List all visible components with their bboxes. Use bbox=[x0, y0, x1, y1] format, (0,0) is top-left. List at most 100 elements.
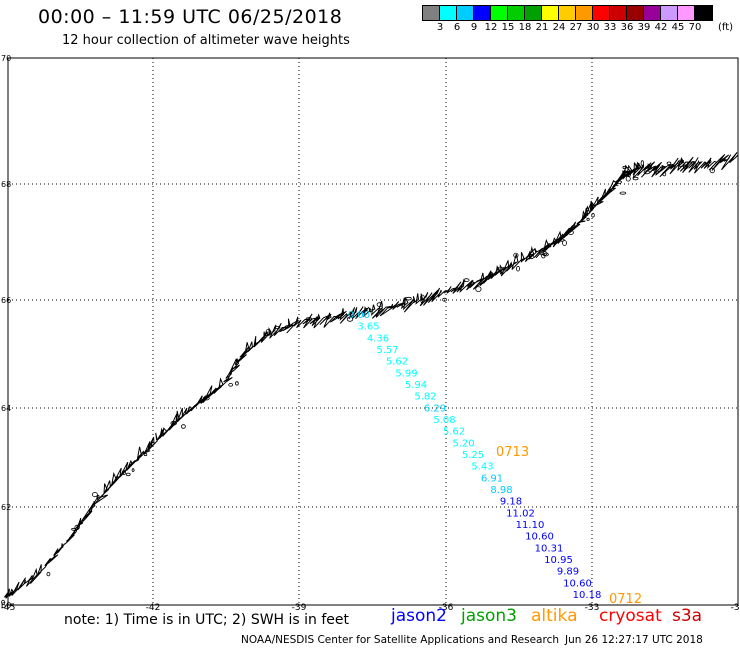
longitude-label: -39 bbox=[292, 603, 307, 613]
color-scale-tick: 18 bbox=[518, 22, 532, 33]
coastal-island bbox=[586, 217, 590, 221]
wave-height-value: 5.20 bbox=[452, 438, 474, 449]
altimeter-track: 0.003.654.365.575.625.995.945.826.295.08… bbox=[348, 310, 642, 607]
wave-height-value: 10.60 bbox=[563, 578, 592, 589]
coastal-island bbox=[235, 381, 239, 386]
map-axis-labels: 70 68 66 64 62 60-45 -42 -39 -36 -33 -30 bbox=[1, 54, 740, 613]
latitude-label: 64 bbox=[1, 404, 11, 413]
coastal-island bbox=[180, 424, 186, 429]
coastal-island bbox=[125, 472, 131, 477]
coastal-island bbox=[96, 494, 100, 499]
wave-height-value: 3.65 bbox=[357, 322, 379, 333]
color-scale-unit: (ft) bbox=[718, 22, 734, 33]
wave-height-value: 10.95 bbox=[544, 555, 573, 566]
wave-height-value: 10.31 bbox=[535, 543, 564, 554]
latitude-label: 66 bbox=[1, 296, 11, 305]
coastal-island bbox=[622, 165, 627, 170]
coastal-island bbox=[690, 160, 696, 165]
coastal-island bbox=[488, 273, 492, 278]
coastal-island bbox=[516, 265, 520, 272]
color-scale-tick: 15 bbox=[501, 22, 515, 33]
coastal-island bbox=[646, 165, 653, 170]
coastal-island bbox=[568, 230, 574, 235]
coastal-island bbox=[627, 171, 631, 178]
latitude-label: 62 bbox=[1, 503, 11, 512]
coastal-island bbox=[678, 161, 685, 167]
color-scale-tick: 24 bbox=[552, 22, 566, 33]
coastal-island bbox=[475, 286, 482, 293]
color-swatch bbox=[525, 6, 542, 20]
longitude-label: -33 bbox=[585, 603, 600, 613]
latitude-label: 70 bbox=[1, 54, 11, 63]
coastal-island bbox=[528, 253, 535, 260]
coastal-island bbox=[541, 251, 548, 256]
coastal-island bbox=[265, 328, 271, 335]
wave-height-value: 9.18 bbox=[500, 497, 522, 508]
wave-height-value: 0.00 bbox=[348, 310, 370, 321]
wave-height-value: 8.98 bbox=[490, 485, 512, 496]
coastal-island bbox=[666, 161, 672, 165]
coastal-island bbox=[643, 170, 650, 175]
coastal-island bbox=[74, 524, 80, 531]
wave-height-value: 10.18 bbox=[573, 590, 602, 601]
coastal-island bbox=[305, 317, 313, 321]
coastal-island bbox=[591, 213, 595, 218]
coastal-island bbox=[662, 171, 667, 177]
color-swatch bbox=[508, 6, 525, 20]
color-scale-tick: 27 bbox=[569, 22, 583, 33]
color-swatch bbox=[576, 6, 593, 20]
wave-height-value: 5.94 bbox=[405, 380, 427, 391]
color-swatch bbox=[627, 6, 644, 20]
longitude-label: -42 bbox=[146, 603, 161, 613]
coastal-island bbox=[543, 252, 549, 257]
satellite-legend-s3a: s3a bbox=[672, 606, 703, 626]
latitude-label: 68 bbox=[1, 180, 11, 189]
coastal-island bbox=[547, 243, 552, 248]
latitude-label: 60 bbox=[1, 601, 11, 610]
wave-height-value: 6.29 bbox=[424, 403, 446, 414]
color-swatch bbox=[542, 6, 559, 20]
wave-height-value: 5.82 bbox=[414, 392, 436, 403]
color-scale-tick: 70 bbox=[688, 22, 702, 33]
wave-height-value: 10.60 bbox=[525, 532, 554, 543]
longitude-label: -45 bbox=[1, 603, 16, 613]
wave-height-value: 5.57 bbox=[376, 345, 398, 356]
coastline-path bbox=[3, 152, 739, 599]
coastal-island bbox=[683, 164, 689, 170]
coastal-island bbox=[420, 299, 424, 303]
map-subtitle: 12 hour collection of altimeter wave hei… bbox=[62, 33, 350, 48]
coastal-island bbox=[202, 396, 210, 401]
color-scale-tick: 12 bbox=[484, 22, 498, 33]
satellite-legend-jason3: jason3 bbox=[461, 606, 517, 626]
color-scale-tick: 39 bbox=[637, 22, 651, 33]
wave-height-value: 11.10 bbox=[516, 520, 545, 531]
wave-height-value: 5.99 bbox=[395, 368, 417, 379]
pass-time-label: 0712 bbox=[609, 592, 642, 607]
wave-height-value: 5.08 bbox=[433, 415, 455, 426]
coastal-island bbox=[619, 191, 627, 195]
coastal-island bbox=[463, 278, 470, 282]
color-swatch bbox=[440, 6, 457, 20]
coastal-island bbox=[346, 316, 354, 322]
longitude-label: -30 bbox=[731, 603, 740, 613]
color-scale-tick: 6 bbox=[453, 22, 461, 33]
generation-timestamp: Jun 26 12:27:17 UTC 2018 bbox=[565, 634, 703, 646]
color-swatch bbox=[474, 6, 491, 20]
coastal-island bbox=[204, 395, 208, 399]
color-swatch bbox=[610, 6, 627, 20]
coastal-island bbox=[228, 382, 234, 387]
wave-height-value: 5.25 bbox=[462, 450, 484, 461]
coastal-island bbox=[143, 452, 148, 457]
color-scale-bar bbox=[422, 5, 713, 21]
color-scale-tick: 21 bbox=[535, 22, 549, 33]
map-title: 00:00 – 11:59 UTC 06/25/2018 bbox=[38, 6, 343, 28]
color-scale-tick: 42 bbox=[654, 22, 668, 33]
color-swatch bbox=[695, 6, 712, 20]
color-swatch bbox=[423, 6, 440, 20]
coastal-island bbox=[1, 599, 5, 605]
coastal-island bbox=[513, 252, 519, 258]
color-swatch bbox=[457, 6, 474, 20]
map-frame bbox=[7, 57, 739, 606]
coastal-island bbox=[615, 180, 622, 184]
